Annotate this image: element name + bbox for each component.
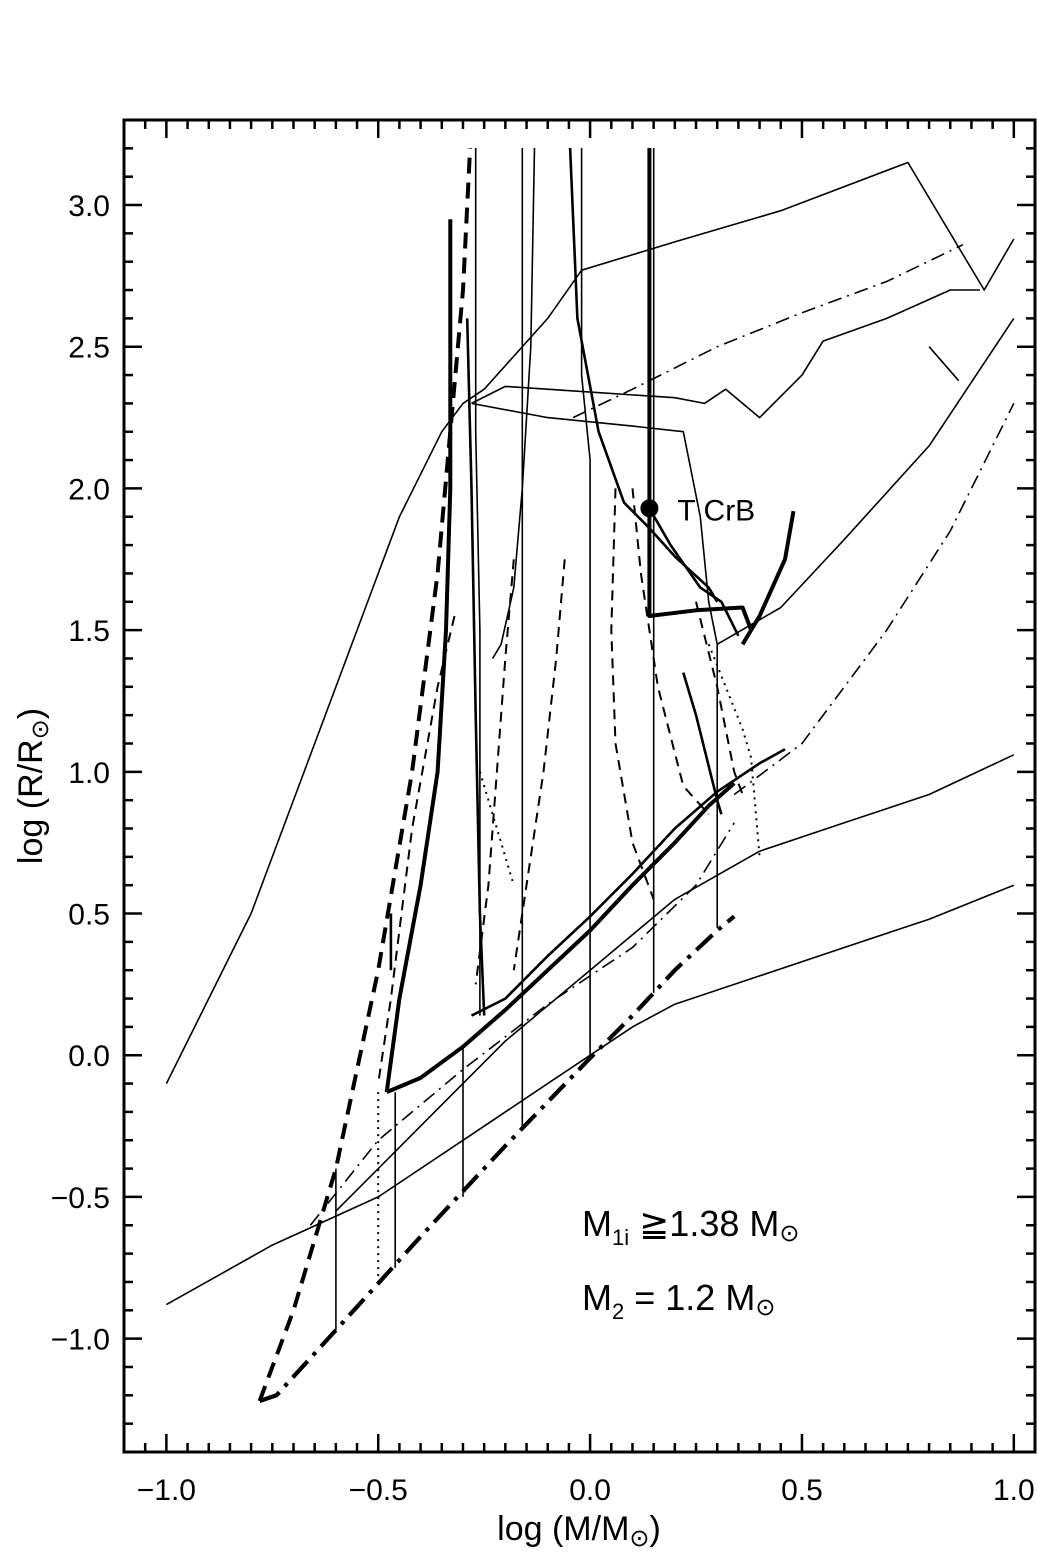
x-axis-title-close: ) <box>650 1510 661 1548</box>
annotation-m1i-rest: ≧1.38 M <box>629 1203 779 1244</box>
series-line-19 <box>580 148 591 1059</box>
y-tick-label-5: 1.5 <box>68 615 110 648</box>
annotation-m1i-sub: 1i <box>612 1225 629 1250</box>
series-line-17 <box>491 148 536 659</box>
series-line-13 <box>257 148 473 1402</box>
marker-layer: T CrB <box>640 494 755 527</box>
series-line-11 <box>470 748 786 1017</box>
x-tick-label-0: −1.0 <box>137 1474 196 1507</box>
series-line-32 <box>631 488 710 815</box>
series-line-4 <box>928 346 960 382</box>
tcrb-marker <box>640 499 659 518</box>
series-line-27 <box>682 672 723 815</box>
annotation-m1i-sun-symbol: ⊙ <box>779 1220 799 1247</box>
x-axis-sun-symbol: ⊙ <box>629 1525 649 1552</box>
series-line-24 <box>740 510 796 646</box>
tick-labels-layer: −1.0 −0.5 0.0 0.5 1.0 −1.0 −0.5 0.0 0.5 1.0 1.5 2.0… <box>51 190 1035 1507</box>
series-line-10 <box>385 781 736 1094</box>
series-line-1 <box>471 289 980 419</box>
y-tick-label-4: 1.0 <box>68 757 110 790</box>
series-line-5 <box>733 403 1015 796</box>
y-axis-title-main: log (R/R <box>12 739 50 864</box>
y-tick-label-8: 3.0 <box>68 190 110 223</box>
x-tick-label-3: 0.5 <box>781 1474 823 1507</box>
series-line-8 <box>166 884 1015 1306</box>
annotation-m1i-main: M <box>582 1203 612 1244</box>
series-line-23 <box>648 507 740 637</box>
series-line-9 <box>309 822 735 1226</box>
y-tick-label-6: 2.0 <box>68 473 110 506</box>
x-tick-label-2: 0.0 <box>569 1474 611 1507</box>
series-line-34 <box>707 643 761 857</box>
x-tick-label-1: −0.5 <box>349 1474 408 1507</box>
x-tick-label-4: 1.0 <box>993 1474 1035 1507</box>
annotation-m2-main: M <box>582 1277 612 1318</box>
tcrb-label: T CrB <box>677 494 755 527</box>
y-axis-title: log (R/R⊙) <box>12 708 54 864</box>
y-axis-title-close: ) <box>12 708 50 719</box>
annotation-m1i: M1i ≧1.38 M⊙ <box>582 1203 799 1250</box>
series-line-7 <box>335 754 1015 1212</box>
series-line-0 <box>165 161 1015 1084</box>
y-tick-label-2: 0.0 <box>68 1040 110 1073</box>
series-line-33 <box>695 601 744 795</box>
annotation-m2-sun-symbol: ⊙ <box>755 1294 775 1321</box>
x-axis-title-main: log (M/M <box>497 1510 629 1548</box>
annotation-m2-sub: 2 <box>612 1299 624 1324</box>
series-layer <box>165 148 1015 1403</box>
series-line-6 <box>471 402 718 645</box>
y-tick-label-1: −0.5 <box>51 1182 110 1215</box>
y-tick-label-7: 2.5 <box>68 332 110 365</box>
plot-frame <box>122 118 1037 1454</box>
series-line-12 <box>258 914 736 1403</box>
series-line-22 <box>647 148 753 631</box>
ticks-layer <box>122 118 1037 1454</box>
series-line-3 <box>716 317 1015 645</box>
series-line-30 <box>512 559 566 971</box>
y-tick-label-3: 0.5 <box>68 899 110 932</box>
series-line-28 <box>377 615 456 1084</box>
series-line-35 <box>478 771 515 886</box>
x-axis-title: log (M/M⊙) <box>497 1510 661 1552</box>
series-line-2 <box>572 243 964 419</box>
series-line-14 <box>384 219 453 1093</box>
annotation-m2-rest: = 1.2 M <box>624 1277 755 1318</box>
y-tick-label-0: −1.0 <box>51 1324 110 1357</box>
annotation-m2: M2 = 1.2 M⊙ <box>582 1277 775 1324</box>
series-line-20 <box>568 148 719 603</box>
series-line-29 <box>474 559 515 985</box>
y-axis-sun-symbol: ⊙ <box>27 719 54 739</box>
series-line-16 <box>465 318 486 1016</box>
series-line-31 <box>610 488 655 900</box>
